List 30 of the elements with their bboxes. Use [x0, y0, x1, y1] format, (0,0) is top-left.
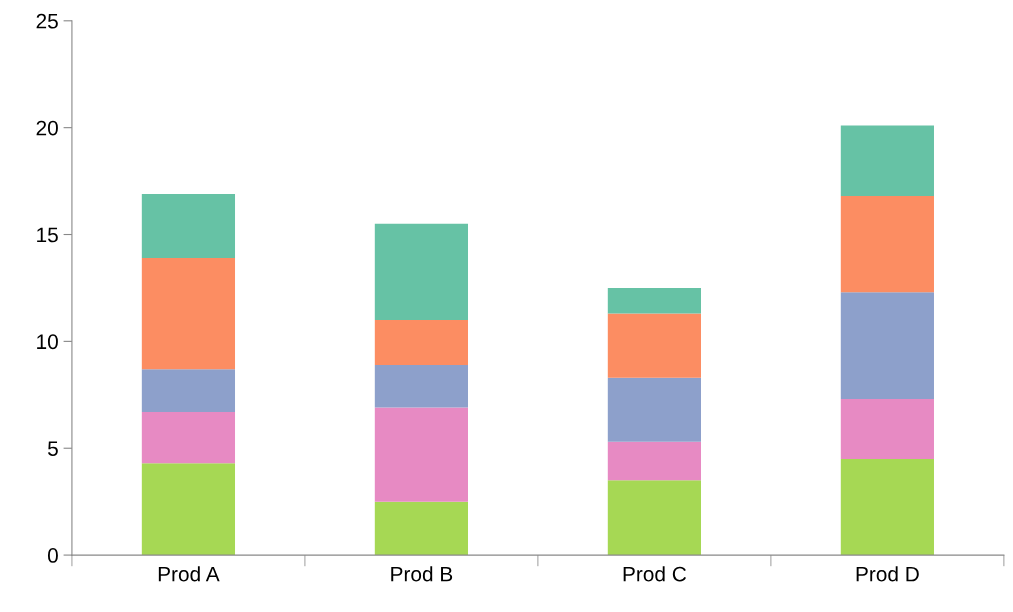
bar [141, 463, 236, 556]
x-tick-label: Prod A [158, 566, 220, 582]
bar [607, 313, 701, 378]
bar [840, 399, 934, 459]
y-tick-label: 10 [37, 334, 58, 350]
x-tick-label: Prod D [856, 566, 919, 582]
bar [374, 320, 469, 365]
bar [141, 258, 236, 370]
bar [840, 196, 934, 293]
bar [374, 407, 469, 502]
bar [374, 364, 469, 408]
bar [141, 369, 236, 412]
bar [141, 411, 236, 464]
y-tick-label: 15 [37, 227, 58, 243]
y-tick-label: 20 [36, 120, 58, 136]
bar [607, 287, 701, 314]
bar [374, 501, 469, 556]
x-tick-label: Prod B [391, 566, 453, 582]
bar [374, 223, 469, 320]
bar [840, 125, 934, 197]
bar [840, 292, 934, 400]
x-tick-label: Prod C [623, 566, 687, 582]
y-tick-label: 25 [36, 13, 58, 29]
bar [607, 377, 701, 442]
y-tick-label: 5 [47, 441, 58, 456]
bar [607, 441, 701, 481]
bar [141, 193, 236, 259]
bar [607, 480, 701, 556]
y-tick-label: 0 [47, 548, 58, 563]
bar [840, 458, 934, 556]
